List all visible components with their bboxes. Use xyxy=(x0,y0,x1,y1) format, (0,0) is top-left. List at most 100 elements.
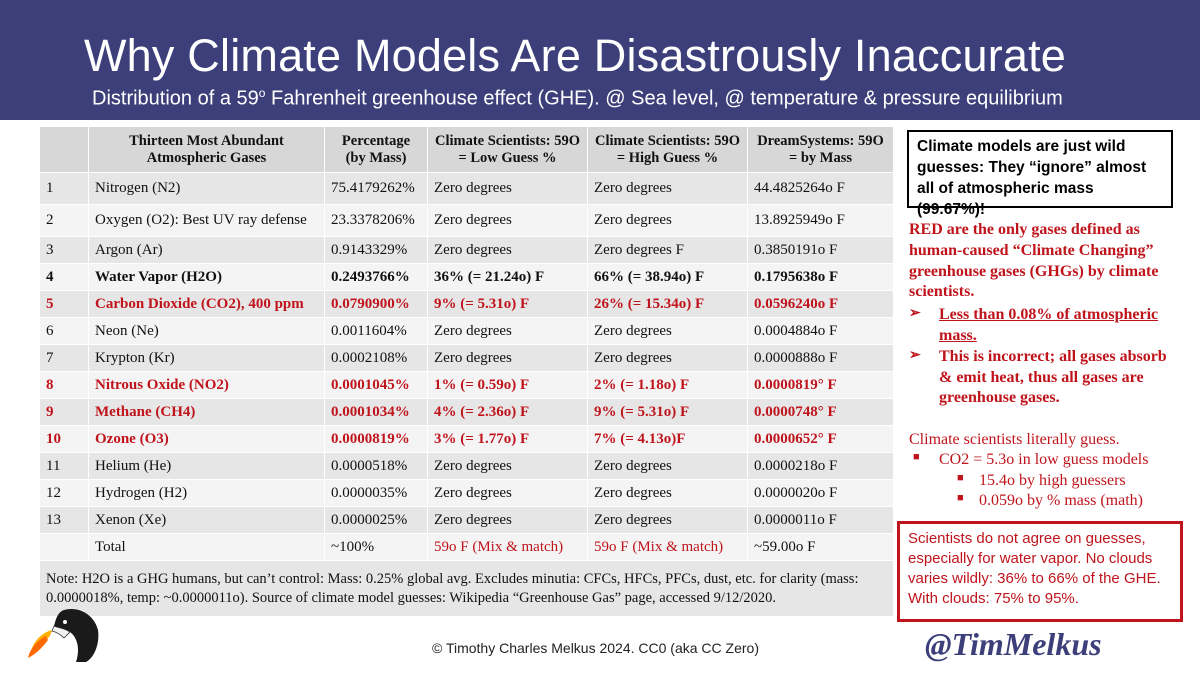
table-row: 10 Ozone (O3) 0.0000819% 3% (= 1.77o) F 7% (… xyxy=(39,425,894,453)
table-row: 5 Carbon Dioxide (CO2), 400 ppm 0.0790900%… xyxy=(39,290,894,318)
cell-index: 1 xyxy=(39,172,89,205)
cell-percentage: 0.0001034% xyxy=(324,398,428,426)
cell-index: 12 xyxy=(39,479,89,507)
arrow-bullet-icon: ➢ xyxy=(909,306,921,322)
header-high-guess: Climate Scientists: 59O = High Guess % xyxy=(587,126,748,173)
cell-gas: Methane (CH4) xyxy=(88,398,325,426)
table-note: Note: H2O is a GHG humans, but can’t con… xyxy=(39,560,894,617)
square-bullet-icon: ■ xyxy=(957,492,964,505)
header-index xyxy=(39,126,89,173)
cell-index: 5 xyxy=(39,290,89,318)
cell-index: 7 xyxy=(39,344,89,372)
cell-percentage: 23.3378206% xyxy=(324,204,428,237)
cell-index: 4 xyxy=(39,263,89,291)
cell-high-guess: Zero degrees F xyxy=(587,236,748,264)
square-bullet-icon: ■ xyxy=(957,471,964,484)
wild-guesses-callout: Climate models are just wild guesses: Th… xyxy=(907,130,1173,218)
cell-percentage: 0.0790900% xyxy=(324,290,428,318)
table-row: 8 Nitrous Oxide (NO2) 0.0001045% 1% (= 0.59… xyxy=(39,371,894,399)
cell-low-guess: Zero degrees xyxy=(427,317,588,345)
cell-high-guess: 66% (= 38.94o) F xyxy=(587,263,748,291)
cell-total-label: Total xyxy=(88,533,325,561)
table-row: 11 Helium (He) 0.0000518% Zero degrees Zero … xyxy=(39,452,894,480)
cell-index: 11 xyxy=(39,452,89,480)
guess-subitem: ■ 15.4o by high guessers xyxy=(957,471,1126,489)
cell-index xyxy=(39,533,89,561)
subtitle-post: Fahrenheit greenhouse effect (GHE). @ Se… xyxy=(265,87,1063,110)
cell-low-guess: Zero degrees xyxy=(427,344,588,372)
table-row: 2 Oxygen (O2): Best UV ray defense 23.3378… xyxy=(39,204,894,237)
cell-index: 13 xyxy=(39,506,89,534)
cell-index: 8 xyxy=(39,371,89,399)
square-bullet-icon: ■ xyxy=(913,451,920,464)
cell-percentage: 0.9143329% xyxy=(324,236,428,264)
cell-gas: Krypton (Kr) xyxy=(88,344,325,372)
cell-high-guess: Zero degrees xyxy=(587,172,748,205)
table-row: 4 Water Vapor (H2O) 0.2493766% 36% (= 21.24… xyxy=(39,263,894,291)
cell-gas: Water Vapor (H2O) xyxy=(88,263,325,291)
cell-low-guess: 1% (= 0.59o) F xyxy=(427,371,588,399)
table-header-row: Thirteen Most Abundant Atmospheric Gases… xyxy=(39,126,894,173)
red-gases-explanation: RED are the only gases defined as human-… xyxy=(909,220,1179,409)
cell-gas: Nitrous Oxide (NO2) xyxy=(88,371,325,399)
table-row: 12 Hydrogen (H2) 0.0000035% Zero degrees Zer… xyxy=(39,479,894,507)
cell-total-high: 59o F (Mix & match) xyxy=(587,533,748,561)
cell-percentage: 75.4179262% xyxy=(324,172,428,205)
cell-index: 10 xyxy=(39,425,89,453)
cell-gas: Hydrogen (H2) xyxy=(88,479,325,507)
cell-by-mass: 0.0000819° F xyxy=(747,371,894,399)
cell-by-mass: 0.0000011o F xyxy=(747,506,894,534)
cell-index: 3 xyxy=(39,236,89,264)
cell-percentage: 0.0000819% xyxy=(324,425,428,453)
cell-by-mass: 0.0000020o F xyxy=(747,479,894,507)
cell-high-guess: Zero degrees xyxy=(587,506,748,534)
table-row: 1 Nitrogen (N2) 75.4179262% Zero degrees Zer… xyxy=(39,172,894,205)
cell-high-guess: Zero degrees xyxy=(587,479,748,507)
cell-low-guess: Zero degrees xyxy=(427,452,588,480)
table-note-row: Note: H2O is a GHG humans, but can’t con… xyxy=(39,560,894,617)
header-low-guess: Climate Scientists: 59O = Low Guess % xyxy=(427,126,588,173)
table-row: 6 Neon (Ne) 0.0011604% Zero degrees Zero deg… xyxy=(39,317,894,345)
cell-by-mass: 0.0004884o F xyxy=(747,317,894,345)
cell-gas: Oxygen (O2): Best UV ray defense xyxy=(88,204,325,237)
cell-high-guess: 26% (= 15.34o) F xyxy=(587,290,748,318)
guess-title: Climate scientists literally guess. xyxy=(909,431,1120,448)
cell-total-mass: ~59.00o F xyxy=(747,533,894,561)
cell-index: 9 xyxy=(39,398,89,426)
cell-high-guess: Zero degrees xyxy=(587,204,748,237)
header-gas: Thirteen Most Abundant Atmospheric Gases xyxy=(88,126,325,173)
cell-gas: Nitrogen (N2) xyxy=(88,172,325,205)
cell-percentage: 0.0000518% xyxy=(324,452,428,480)
cell-by-mass: 0.0000748° F xyxy=(747,398,894,426)
fire-breathing-bird-logo-icon xyxy=(28,608,99,662)
arrow-bullet-icon: ➢ xyxy=(909,347,921,363)
red-bullet-list: ➢ Less than 0.08% of atmospheric mass. ➢ T… xyxy=(909,305,1179,409)
cell-by-mass: 0.0000888o F xyxy=(747,344,894,372)
table-total-row: Total ~100% 59o F (Mix & match) 59o F (M… xyxy=(39,533,894,561)
cell-low-guess: Zero degrees xyxy=(427,479,588,507)
guess-explanation: Climate scientists literally guess. ■ CO2… xyxy=(909,430,1189,512)
guess-subitem: ■ 0.059o by % mass (math) xyxy=(957,492,1143,510)
title-banner: Why Climate Models Are Disastrously Inac… xyxy=(0,0,1200,120)
cell-by-mass: 0.0000218o F xyxy=(747,452,894,480)
cell-percentage: 0.2493766% xyxy=(324,263,428,291)
cell-by-mass: 0.1795638o F xyxy=(747,263,894,291)
cell-high-guess: 2% (= 1.18o) F xyxy=(587,371,748,399)
header-by-mass: DreamSystems: 59O = by Mass xyxy=(747,126,894,173)
cell-low-guess: 36% (= 21.24o) F xyxy=(427,263,588,291)
cell-high-guess: Zero degrees xyxy=(587,317,748,345)
cell-by-mass: 0.0596240o F xyxy=(747,290,894,318)
cell-gas: Xenon (Xe) xyxy=(88,506,325,534)
scientists-disagree-callout: Scientists do not agree on guesses, espe… xyxy=(897,521,1183,622)
subtitle-sup: o xyxy=(258,86,266,100)
cell-index: 6 xyxy=(39,317,89,345)
cell-gas: Carbon Dioxide (CO2), 400 ppm xyxy=(88,290,325,318)
page-title: Why Climate Models Are Disastrously Inac… xyxy=(84,30,1067,81)
cell-low-guess: 3% (= 1.77o) F xyxy=(427,425,588,453)
cell-gas: Neon (Ne) xyxy=(88,317,325,345)
red-intro: RED are the only gases defined as human-… xyxy=(909,221,1159,301)
cell-by-mass: 44.4825264o F xyxy=(747,172,894,205)
cell-percentage: 0.0011604% xyxy=(324,317,428,345)
guess-item: ■ CO2 = 5.3o in low guess models xyxy=(913,451,1149,469)
cell-low-guess: Zero degrees xyxy=(427,506,588,534)
